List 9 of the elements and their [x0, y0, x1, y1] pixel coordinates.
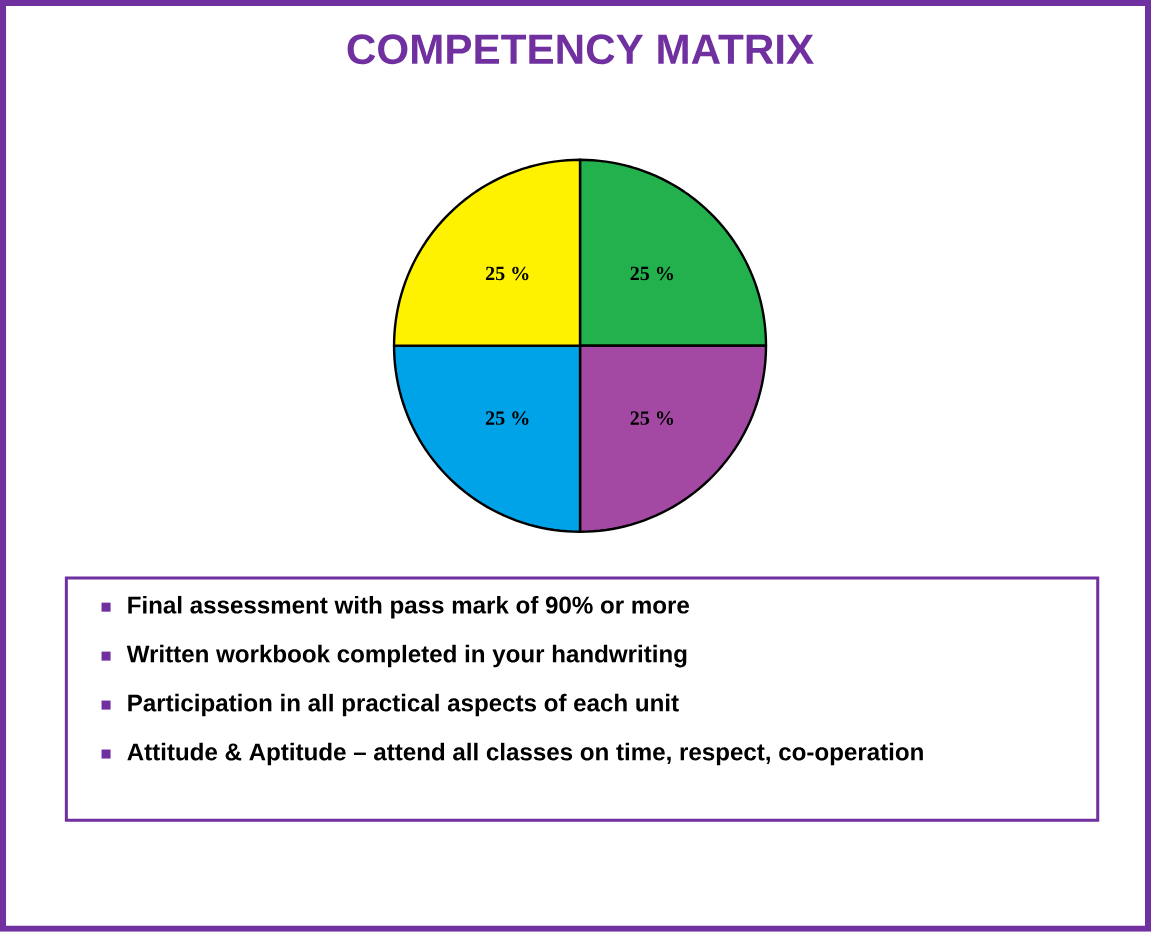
data-label: 25 % [630, 266, 674, 281]
data-label: 25 % [630, 411, 674, 425]
text: Participation in all practical aspects of each unit [128, 693, 679, 717]
text: Written workbook completed in your handwriting [126, 644, 687, 668]
data-label: 25 % [485, 411, 529, 425]
text: Attitude & Aptitude – attend all classes on time, respect, co-operation [127, 742, 923, 766]
data-label: 25 % [485, 266, 529, 281]
text: Final assessment with pass mark of 90% or more [128, 596, 689, 619]
chart-title: COMPETENCY MATRIX [347, 34, 814, 65]
